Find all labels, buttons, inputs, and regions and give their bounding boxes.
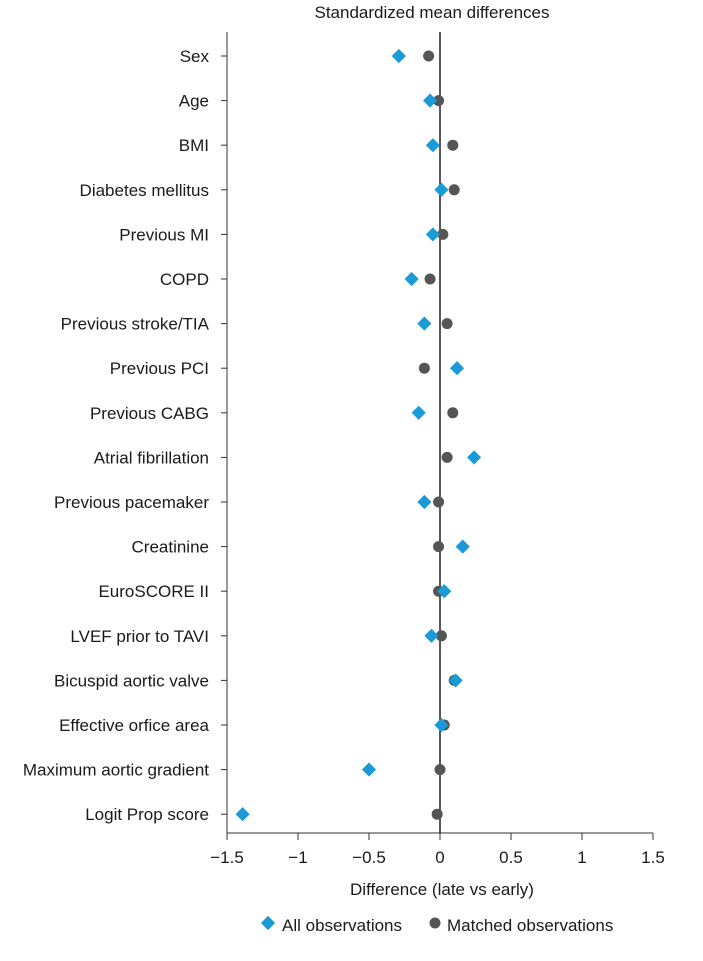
category-label: Previous stroke/TIA xyxy=(61,315,210,334)
all-observation-point xyxy=(434,182,449,197)
all-observation-point xyxy=(467,450,482,465)
plot-area: Sex Age BMI Diabetes mellitus Previous MI COP… xyxy=(23,32,665,867)
legend-diamond-marker xyxy=(260,915,276,931)
x-tick-label: 0.5 xyxy=(499,848,523,867)
category-label: Diabetes mellitus xyxy=(80,181,209,200)
x-tick-label: 1 xyxy=(577,848,586,867)
x-tick-label: −1.5 xyxy=(210,848,244,867)
matched-observation-point xyxy=(447,407,459,419)
category-label: LVEF prior to TAVI xyxy=(70,627,209,646)
matched-observation-point xyxy=(447,139,459,151)
category-label: BMI xyxy=(179,136,209,155)
category-label: Previous MI xyxy=(119,225,209,244)
category-label: Bicuspid aortic valve xyxy=(54,671,209,690)
category-label: EuroSCORE II xyxy=(98,582,209,601)
all-observation-point xyxy=(422,93,438,108)
legend-circle-marker xyxy=(429,917,441,929)
category-label: Previous PCI xyxy=(110,359,209,378)
matched-observation-point xyxy=(424,273,436,285)
legend-label-all: All observations xyxy=(282,916,402,935)
matched-observation-point xyxy=(435,630,447,642)
category-label: Atrial fibrillation xyxy=(94,448,209,467)
chart-title: Standardized mean differences xyxy=(314,3,549,22)
legend: All observations Matched observations xyxy=(260,915,613,935)
matched-observation-point xyxy=(418,362,430,374)
category-label: Logit Prop score xyxy=(85,805,209,824)
category-label: Maximum aortic gradient xyxy=(23,761,209,780)
category-label: Previous CABG xyxy=(90,404,209,423)
matched-observation-point xyxy=(448,184,460,196)
all-observation-point xyxy=(425,138,440,153)
category-label: Sex xyxy=(180,47,210,66)
all-observation-point xyxy=(448,673,463,688)
category-label: Previous pacemaker xyxy=(54,493,209,512)
all-observation-point xyxy=(434,717,449,733)
x-tick-label: 1.5 xyxy=(641,848,665,867)
matched-observation-point xyxy=(433,496,445,508)
all-observation-point xyxy=(404,271,419,287)
matched-observation-point xyxy=(437,228,449,240)
x-axis-label: Difference (late vs early) xyxy=(350,880,534,899)
matched-observation-point xyxy=(434,764,446,776)
matched-observation-point xyxy=(433,95,445,107)
matched-observation-point xyxy=(433,541,445,553)
all-observation-point xyxy=(425,227,440,242)
matched-observation-point xyxy=(441,318,453,330)
all-observation-point xyxy=(424,628,439,643)
category-label: Creatinine xyxy=(132,538,210,557)
all-observation-point xyxy=(235,807,250,822)
x-tick-label: 0 xyxy=(435,848,444,867)
category-label: Effective orfice area xyxy=(59,716,209,735)
matched-observation-point xyxy=(423,50,435,62)
x-tick-label: −0.5 xyxy=(352,848,386,867)
all-observation-point xyxy=(417,494,432,510)
all-observation-point xyxy=(455,539,470,554)
legend-label-matched: Matched observations xyxy=(447,916,613,935)
matched-observation-point xyxy=(441,451,453,463)
all-observation-point xyxy=(449,361,465,376)
all-observation-point xyxy=(417,316,432,331)
all-observation-point xyxy=(391,48,406,64)
category-label: COPD xyxy=(160,270,209,289)
x-tick-label: −1 xyxy=(288,848,307,867)
all-observation-point xyxy=(437,584,452,599)
category-label: Age xyxy=(179,92,209,111)
all-observation-point xyxy=(411,405,426,420)
matched-observation-point xyxy=(431,808,443,820)
all-observation-point xyxy=(361,762,377,777)
